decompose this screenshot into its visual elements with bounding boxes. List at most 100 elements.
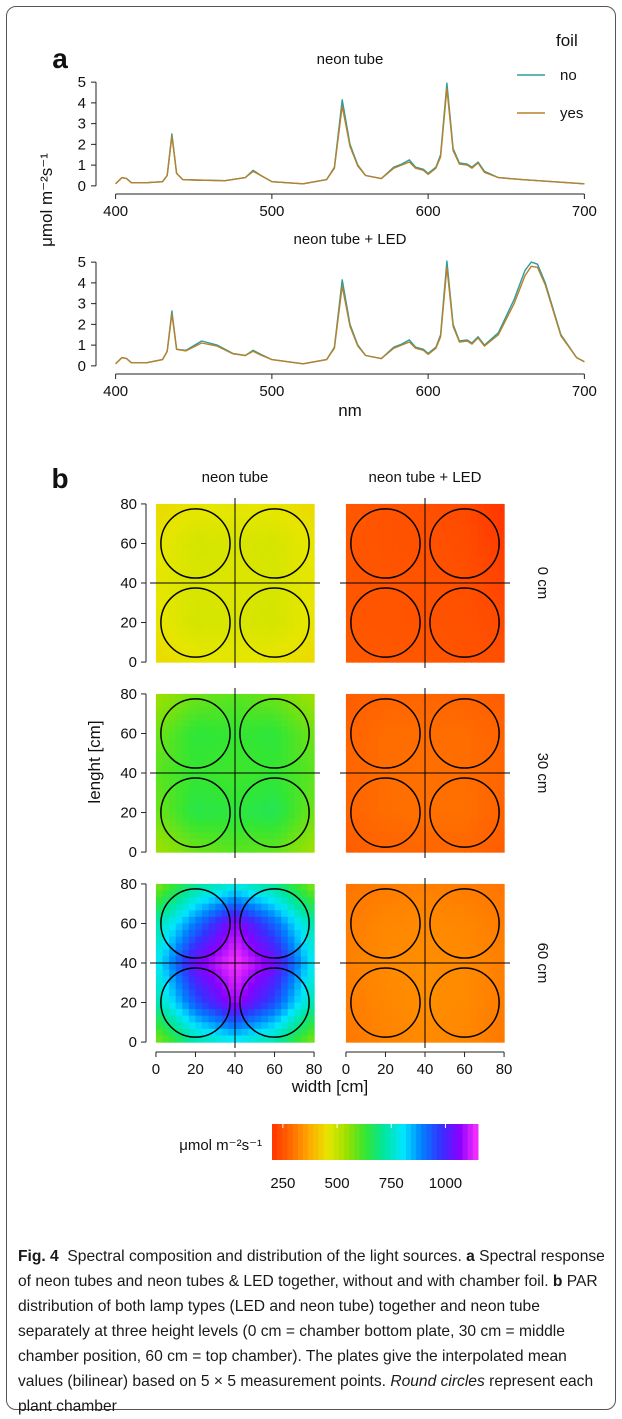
heatmap-cell (352, 838, 360, 847)
heatmap-cell (281, 779, 289, 787)
heatmap-cell (294, 819, 302, 827)
heatmap-cell (425, 1015, 433, 1023)
heatmap-cell (241, 956, 249, 964)
heatmap-cell (464, 1022, 472, 1030)
heatmap-cell (497, 982, 505, 990)
heatmap-cell (425, 883, 433, 892)
heatmap-cell (365, 812, 373, 820)
heatmap-cell (464, 838, 472, 847)
heatmap-cell (215, 903, 223, 911)
heatmap-cell (451, 576, 459, 584)
heatmap-cell (175, 510, 183, 518)
heatmap-cell (398, 1002, 406, 1010)
heatmap-cell (411, 949, 420, 958)
heatmap-cell (392, 746, 400, 754)
heatmap-cell (169, 596, 177, 604)
heatmap-cell (155, 713, 164, 721)
heatmap-cell (254, 845, 262, 853)
heatmap-cell (274, 786, 282, 794)
heatmap-cell (365, 576, 373, 584)
heatmap-cell (457, 693, 466, 702)
heatmap-cell (444, 543, 452, 551)
heatmap-cell (202, 720, 210, 728)
heatmap-cell (378, 930, 387, 938)
heatmap-cell (418, 693, 426, 702)
heatmap-cell (464, 1015, 472, 1023)
caption-end-text: represent each plant chamber (18, 1373, 594, 1415)
heatmap-cell (352, 792, 360, 800)
heatmap-cell (451, 583, 459, 591)
heatmap-cell (418, 609, 426, 617)
heatmap-cell (392, 1015, 400, 1023)
heatmap-cell (281, 648, 289, 657)
heatmap-cell (345, 883, 354, 892)
heatmap-cell (208, 629, 216, 637)
heatmap-cell (261, 1035, 269, 1043)
heatmap-cell (457, 982, 466, 990)
heatmap-cell (307, 583, 315, 591)
heatmap-cell (365, 536, 373, 545)
heatmap-cell (477, 969, 485, 977)
heatmap-cell (392, 995, 400, 1004)
heatmap-cell (248, 563, 256, 571)
heatmap-cell (365, 523, 373, 531)
colorbar-cell (416, 1124, 422, 1160)
heatmap-cell (208, 713, 216, 721)
heatmap-cell (188, 903, 197, 911)
heatmap-cell (497, 976, 505, 984)
colorbar-tick-label: 250 (270, 1175, 295, 1192)
heatmap-cell (438, 510, 446, 518)
heatmap-cell (405, 543, 413, 551)
heatmap-cell (431, 635, 439, 643)
heatmap-cell (471, 733, 479, 741)
heatmap-cell (267, 642, 276, 650)
heatmap-cell (425, 930, 433, 938)
heatmap-cell (261, 838, 269, 847)
heatmap-cell (477, 550, 485, 558)
heatmap-cell (155, 819, 164, 827)
heatmap-cell (398, 832, 406, 840)
heatmap-cell (352, 989, 360, 997)
heatmap-cell (464, 956, 472, 964)
heatmap-cell (497, 819, 505, 827)
heatmap-cell (451, 995, 459, 1004)
heatmap-cell (477, 982, 485, 990)
heatmap-cell (490, 949, 499, 958)
heatmap-cell (345, 766, 354, 774)
heatmap-cell (490, 720, 499, 728)
heatmap-cell (300, 910, 309, 918)
heatmap-cell (281, 963, 289, 971)
heatmap-cell (385, 655, 393, 663)
heatmap-cell (451, 1028, 459, 1037)
heatmap-cell (431, 943, 439, 951)
heatmap-cell (228, 766, 236, 774)
heatmap-cell (431, 936, 439, 944)
heatmap-cell (418, 976, 426, 984)
heatmap-cell (405, 779, 413, 787)
heatmap-cell (359, 936, 367, 944)
heatmap-cell (169, 936, 177, 944)
heatmap-cell (182, 805, 190, 814)
heatmap-cell (162, 517, 170, 525)
heatmap-cell (438, 726, 446, 735)
heatmap-cell (267, 517, 276, 525)
heatmap-cell (392, 766, 400, 774)
heatmap-cell (248, 648, 256, 657)
heatmap-cell (162, 805, 170, 814)
heatmap-cell (162, 556, 170, 564)
heatmap-cell (372, 943, 380, 951)
heatmap-cell (182, 746, 190, 754)
heatmap-cell (215, 963, 223, 971)
heatmap-cell (195, 766, 203, 774)
heatmap-cell (385, 825, 393, 833)
heatmap-cell (307, 779, 315, 787)
heatmap-cell (471, 536, 479, 545)
heatmap-cell (359, 609, 367, 617)
heatmap-cell (418, 982, 426, 990)
heatmap-cell (451, 550, 459, 558)
heatmap-cell (169, 569, 177, 578)
heatmap-cell (274, 897, 282, 905)
heatmap-cell (188, 1009, 197, 1017)
heatmap-cell (345, 583, 354, 591)
heatmap-cell (235, 766, 243, 774)
